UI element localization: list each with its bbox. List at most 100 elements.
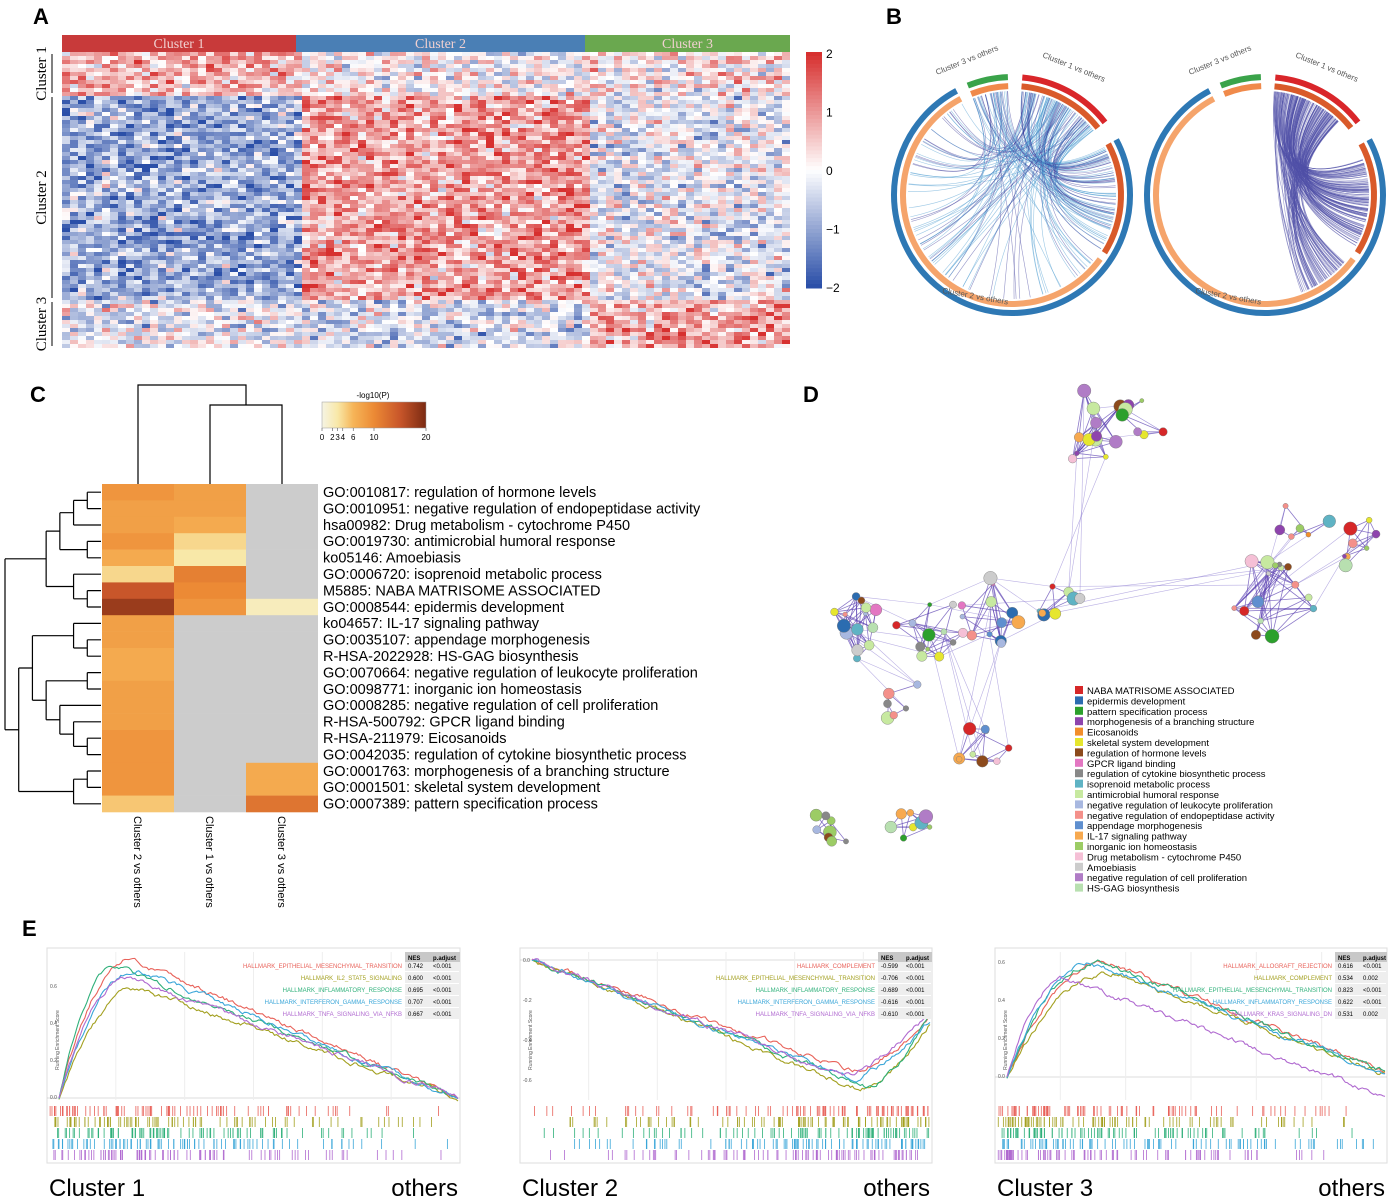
heatmap-cell <box>590 116 598 120</box>
heatmap-cell <box>374 212 382 216</box>
heatmap-cell <box>270 240 278 244</box>
heatmap-cell <box>446 224 454 228</box>
heatmap-cell <box>782 260 790 264</box>
heatmap-cell <box>286 88 294 92</box>
heatmap-cell <box>502 228 510 232</box>
heatmap-cell <box>398 100 406 104</box>
heatmap-cell <box>110 148 118 152</box>
heatmap-cell <box>582 212 590 216</box>
heatmap-cell <box>614 76 622 80</box>
heatmap-cell <box>86 188 94 192</box>
heatmap-cell <box>694 64 702 68</box>
heatmap-cell <box>518 72 526 76</box>
heatmap-cell <box>310 152 318 156</box>
heatmap-cell <box>78 124 86 128</box>
heatmap-cell <box>462 164 470 168</box>
heatmap-cell <box>638 196 646 200</box>
heatmap-cell <box>230 128 238 132</box>
heatmap-cell <box>214 220 222 224</box>
heatmap-cell <box>166 164 174 168</box>
heatmap-cell <box>86 244 94 248</box>
heatmap-cell <box>126 64 134 68</box>
heatmap-cell <box>214 264 222 268</box>
heatmap-cell <box>782 84 790 88</box>
heatmap-cell <box>662 172 670 176</box>
panel-label: D <box>803 382 819 407</box>
heatmap-cell <box>526 84 534 88</box>
heatmap-cell <box>190 192 198 196</box>
heatmap-cell <box>606 252 614 256</box>
heatmap-cell <box>646 128 654 132</box>
heatmap-cell <box>262 168 270 172</box>
heatmap-cell <box>726 84 734 88</box>
heatmap-cell <box>558 76 566 80</box>
heatmap-cell <box>486 52 494 56</box>
heatmap-cell <box>550 132 558 136</box>
heatmap-cell <box>206 128 214 132</box>
heatmap-cell <box>262 76 270 80</box>
heatmap-cell <box>766 96 774 100</box>
heatmap-cell <box>350 240 358 244</box>
heatmap-cell <box>334 252 342 256</box>
heatmap-cell <box>510 248 518 252</box>
heatmap-cell <box>646 52 654 56</box>
heatmap-cell <box>526 188 534 192</box>
heatmap-cell <box>150 88 158 92</box>
heatmap-cell <box>446 120 454 124</box>
heatmap-cell <box>166 216 174 220</box>
heatmap-cell <box>758 80 766 84</box>
heatmap-cell <box>678 132 686 136</box>
heatmap-cell <box>342 180 350 184</box>
heatmap-cell <box>478 56 486 60</box>
heatmap-cell <box>206 176 214 180</box>
heatmap-cell <box>494 236 502 240</box>
heatmap-cell <box>494 136 502 140</box>
heatmap-cell <box>486 84 494 88</box>
heatmap-cell <box>110 220 118 224</box>
heatmap-cell <box>750 224 758 228</box>
heatmap-cell <box>406 112 414 116</box>
heatmap-cell <box>558 132 566 136</box>
heatmap-cell <box>126 52 134 56</box>
heatmap-cell <box>278 184 286 188</box>
heatmap-cell <box>678 216 686 220</box>
heatmap-cell <box>310 108 318 112</box>
heatmap-cell <box>534 244 542 248</box>
heatmap-cell <box>310 260 318 264</box>
heatmap-cell <box>710 256 718 260</box>
heatmap-cell <box>246 80 254 84</box>
heatmap-cell <box>270 116 278 120</box>
heatmap-cell <box>366 228 374 232</box>
heatmap-cell <box>454 224 462 228</box>
heatmap-cell <box>110 152 118 156</box>
heatmap-cell <box>534 264 542 268</box>
heatmap-cell <box>342 76 350 80</box>
heatmap-cell <box>526 184 534 188</box>
heatmap-cell <box>638 228 646 232</box>
heatmap-cell <box>590 260 598 264</box>
heatmap-cell <box>526 96 534 100</box>
heatmap-cell <box>566 80 574 84</box>
heatmap-cell <box>638 208 646 212</box>
heatmap-cell <box>342 172 350 176</box>
heatmap-cell <box>718 100 726 104</box>
heatmap-cell <box>502 124 510 128</box>
heatmap-cell <box>646 76 654 80</box>
heatmap-cell <box>286 80 294 84</box>
heatmap-cell <box>438 104 446 108</box>
heatmap-cell <box>358 236 366 240</box>
heatmap-cell <box>278 76 286 80</box>
heatmap-cell <box>510 192 518 196</box>
heatmap-cell <box>534 184 542 188</box>
heatmap-cell <box>294 60 302 64</box>
heatmap-cell <box>462 160 470 164</box>
heatmap-cell <box>502 116 510 120</box>
heatmap-cell <box>694 76 702 80</box>
heatmap-cell <box>638 112 646 116</box>
heatmap-cell <box>478 88 486 92</box>
heatmap-cell <box>590 64 598 68</box>
heatmap-cell <box>430 144 438 148</box>
heatmap-cell <box>598 140 606 144</box>
heatmap-cell <box>358 56 366 60</box>
heatmap-cell <box>558 148 566 152</box>
